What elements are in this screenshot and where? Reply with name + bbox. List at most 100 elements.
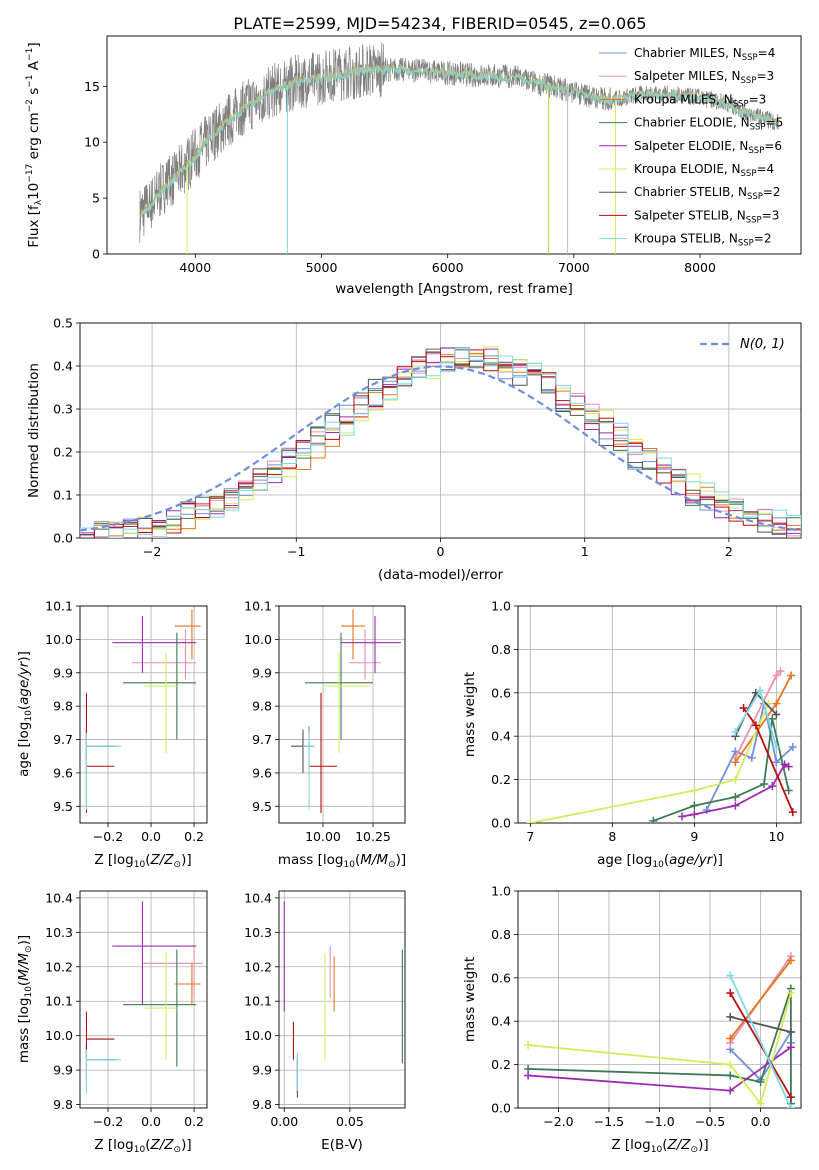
spectrum-series [139,42,780,254]
weight-marker [786,988,795,997]
weight-marker [784,762,793,771]
weight-line [729,992,792,1098]
weight-marker [726,1071,735,1080]
axes-frame [79,605,208,824]
age-vs-Z-axes: −0.2 0.0 0.2 9.5 9.6 9.7 9.8 9.9 10.0 10.1 [45,599,208,844]
y-tick-label: 0.3 [53,402,73,417]
weight-marker [772,758,781,767]
y-tick-label: 10 [84,135,100,150]
x-tick-label: 9 [690,829,698,844]
histogram-step-line [80,347,801,538]
axes-frame [517,605,802,824]
weight-marker [702,805,711,814]
x-tick-label: 10 [768,829,784,844]
x-tick-label: 2 [725,544,733,559]
weight-marker [739,703,748,712]
weight-marker [726,1060,735,1069]
y-tick-label: 0 [92,247,100,262]
legend-entry: Salpeter ELODIE, NSSP=6 [634,139,782,156]
weight-marker [786,1028,795,1037]
age-vs-mass-axes: 10.00 10.25 9.5 9.6 9.7 9.8 9.9 10.0 10.1 [244,599,406,844]
normal-curve [80,365,801,532]
weight-marker [788,743,797,752]
x-tick-label: −0.2 [93,829,123,844]
weight-marker [726,971,735,980]
x-tick-label: −2 [143,544,161,559]
weight-line [530,703,770,823]
weight-line [653,718,790,822]
hist-y-label: Normed distribution [26,363,42,498]
y-tick-label: 15 [84,79,100,94]
histogram-step-line [80,349,801,538]
y-tick-label: 9.6 [252,765,272,780]
x-tick-label: 7000 [558,260,590,275]
age-vs-Z-y-label: age [log10(age/yr)] [16,651,34,777]
hist-x-label: (data-model)/error [378,567,504,583]
mass-vs-Z-x-label: Z [log10(Z/Z⊙)] [94,1137,191,1155]
weight-marker [786,956,795,965]
y-tick-label: 0.0 [53,531,73,546]
weight-marker [731,801,740,810]
weight-marker [760,779,769,788]
y-tick-label: 10.1 [244,994,272,1009]
model-spectrum-line [140,64,780,218]
age-vs-mass-x-label: mass [log10(M/M⊙)] [278,852,406,870]
x-tick-label: −0.2 [93,1114,123,1129]
weight-marker [788,808,797,817]
legend-entry: Kroupa STELIB, NSSP=2 [634,232,772,249]
weight-marker [524,1071,533,1080]
x-tick-label: −2.0 [543,1114,573,1129]
y-tick-label: 0.2 [491,772,511,787]
mass-vs-Z-points [85,901,203,1095]
spectrum-x-label: wavelength [Angstrom, rest frame] [335,281,573,297]
weight-vs-Z-y-label: mass weight [462,957,478,1042]
x-tick-label: 0.0 [141,1114,161,1129]
y-tick-label: 10.2 [244,959,272,974]
weight-vs-age-x-label: age [log10(age/yr)] [597,852,723,870]
weight-marker [786,1043,795,1052]
mass-vs-ebv-points [283,901,403,1098]
y-tick-label: 0.1 [53,488,73,503]
weight-marker [726,1034,735,1043]
x-tick-label: 8 [608,829,616,844]
mass-vs-ebv-axes: 0.00 0.05 9.8 9.9 10.0 10.1 10.2 10.3 10.4 [244,890,406,1129]
x-tick-label: −1.0 [644,1114,674,1129]
x-tick-label: −0.5 [695,1114,725,1129]
legend-entry: Chabrier STELIB, NSSP=2 [634,185,781,202]
y-tick-label: 0.2 [53,445,73,460]
y-tick-label: 0.2 [491,1057,511,1072]
x-tick-label: 7 [526,829,534,844]
y-tick-label: 9.8 [252,1097,272,1112]
axes-frame [106,35,802,255]
weight-marker [772,743,781,752]
weight-marker [756,1099,765,1108]
axes-frame [79,890,208,1109]
weight-line [729,959,792,1040]
age-vs-Z-points [85,609,201,813]
x-tick-label: 10.00 [305,829,341,844]
y-tick-label: 10.3 [244,925,272,940]
weight-marker [772,671,781,680]
weight-marker [780,760,789,769]
y-tick-label: 0.8 [491,927,511,942]
legend-entry: Chabrier ELODIE, NSSP=5 [634,116,783,133]
x-tick-label: 0.05 [336,1114,364,1129]
figure-title: PLATE=2599, MJD=54234, FIBERID=0545, z=0… [233,14,646,33]
weight-marker [784,786,793,795]
x-tick-label: 6000 [432,260,464,275]
weight-marker [786,1093,795,1102]
y-tick-label: 0.8 [491,642,511,657]
mass-vs-Z-y-label: mass [log10(M/M⊙)] [16,935,34,1063]
spectrum-axes: 4000 5000 6000 7000 8000 0 5 10 15 [84,35,802,275]
weight-marker [731,775,740,784]
y-tick-label: 9.7 [53,732,73,747]
y-tick-label: 10.2 [45,959,73,974]
weight-marker [768,782,777,791]
weight-vs-age-y-label: mass weight [462,672,478,757]
axes-frame [278,890,406,1109]
weight-marker [751,721,760,730]
weight-line [705,703,794,811]
y-tick-label: 9.5 [252,799,272,814]
spectrum-y-label: Flux [fλ10−17 erg cm−2 s−1 A−1] [25,42,44,247]
